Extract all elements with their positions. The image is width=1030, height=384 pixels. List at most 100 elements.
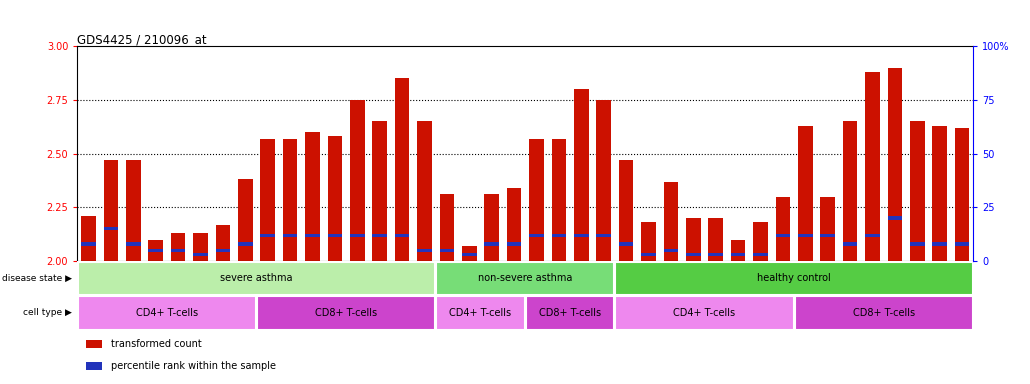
Bar bbox=[194, 253, 208, 256]
Bar bbox=[619, 160, 633, 261]
Bar bbox=[171, 233, 185, 261]
Bar bbox=[686, 253, 700, 256]
Bar bbox=[529, 234, 544, 237]
Bar bbox=[215, 225, 230, 261]
Bar bbox=[529, 139, 544, 261]
Bar bbox=[552, 234, 566, 237]
Bar bbox=[215, 249, 230, 252]
Text: percentile rank within the sample: percentile rank within the sample bbox=[111, 361, 276, 371]
Bar bbox=[283, 234, 298, 237]
Bar bbox=[394, 234, 409, 237]
Bar bbox=[663, 182, 678, 261]
Bar bbox=[731, 253, 746, 256]
Bar bbox=[87, 362, 102, 370]
Text: CD8+ T-cells: CD8+ T-cells bbox=[853, 308, 915, 318]
Bar bbox=[194, 233, 208, 261]
Bar bbox=[81, 216, 96, 261]
Bar bbox=[148, 240, 163, 261]
Bar bbox=[642, 253, 656, 256]
Bar bbox=[462, 246, 477, 261]
Bar bbox=[373, 234, 387, 237]
Bar bbox=[417, 121, 432, 261]
Bar bbox=[305, 234, 319, 237]
Text: disease state ▶: disease state ▶ bbox=[2, 274, 72, 283]
Text: CD4+ T-cells: CD4+ T-cells bbox=[449, 308, 512, 318]
Bar bbox=[911, 242, 925, 245]
Bar bbox=[798, 126, 813, 261]
Bar bbox=[552, 139, 566, 261]
Bar bbox=[821, 197, 835, 261]
Bar bbox=[305, 132, 319, 261]
Text: CD4+ T-cells: CD4+ T-cells bbox=[136, 308, 198, 318]
Bar bbox=[484, 242, 499, 245]
Bar bbox=[77, 296, 256, 329]
Bar bbox=[328, 234, 342, 237]
Bar bbox=[776, 234, 790, 237]
Text: healthy control: healthy control bbox=[757, 273, 831, 283]
Bar bbox=[798, 234, 813, 237]
Bar bbox=[663, 249, 678, 252]
Bar bbox=[484, 194, 499, 261]
Bar bbox=[932, 126, 947, 261]
Bar bbox=[81, 242, 96, 245]
Bar bbox=[507, 188, 521, 261]
Bar bbox=[596, 100, 611, 261]
Bar bbox=[104, 227, 118, 230]
Text: transformed count: transformed count bbox=[111, 339, 202, 349]
Text: severe asthma: severe asthma bbox=[220, 273, 293, 283]
Bar bbox=[350, 100, 365, 261]
Text: GDS4425 / 210096_at: GDS4425 / 210096_at bbox=[77, 33, 207, 46]
Bar bbox=[955, 128, 969, 261]
Bar bbox=[256, 296, 436, 329]
Bar bbox=[417, 249, 432, 252]
Bar bbox=[615, 262, 973, 295]
Bar bbox=[888, 68, 902, 261]
Bar bbox=[619, 242, 633, 245]
Bar bbox=[373, 121, 387, 261]
Bar bbox=[731, 240, 746, 261]
Bar bbox=[709, 218, 723, 261]
Bar bbox=[238, 179, 252, 261]
Bar bbox=[261, 234, 275, 237]
Bar bbox=[753, 253, 767, 256]
Bar bbox=[574, 89, 588, 261]
Bar bbox=[843, 121, 857, 261]
Bar bbox=[126, 242, 140, 245]
Bar bbox=[440, 249, 454, 252]
Bar bbox=[440, 194, 454, 261]
Bar bbox=[686, 218, 700, 261]
Bar bbox=[888, 217, 902, 220]
Text: cell type ▶: cell type ▶ bbox=[24, 308, 72, 318]
Bar bbox=[261, 139, 275, 261]
Bar bbox=[709, 253, 723, 256]
Text: CD4+ T-cells: CD4+ T-cells bbox=[674, 308, 735, 318]
Bar bbox=[328, 136, 342, 261]
Bar bbox=[350, 234, 365, 237]
Bar bbox=[955, 242, 969, 245]
Bar bbox=[436, 262, 615, 295]
Bar bbox=[615, 296, 794, 329]
Text: non-severe asthma: non-severe asthma bbox=[478, 273, 573, 283]
Bar bbox=[148, 249, 163, 252]
Bar bbox=[932, 242, 947, 245]
Bar bbox=[794, 296, 973, 329]
Bar bbox=[436, 296, 525, 329]
Bar bbox=[238, 242, 252, 245]
Bar bbox=[865, 72, 880, 261]
Bar bbox=[596, 234, 611, 237]
Text: CD8+ T-cells: CD8+ T-cells bbox=[539, 308, 602, 318]
Bar bbox=[462, 253, 477, 256]
Text: CD8+ T-cells: CD8+ T-cells bbox=[315, 308, 377, 318]
Bar bbox=[77, 262, 436, 295]
Bar bbox=[642, 222, 656, 261]
Bar bbox=[104, 160, 118, 261]
Bar bbox=[821, 234, 835, 237]
Bar bbox=[394, 78, 409, 261]
Bar bbox=[753, 222, 767, 261]
Bar bbox=[911, 121, 925, 261]
Bar bbox=[574, 234, 588, 237]
Bar bbox=[843, 242, 857, 245]
Bar bbox=[283, 139, 298, 261]
Bar bbox=[507, 242, 521, 245]
Bar bbox=[171, 249, 185, 252]
